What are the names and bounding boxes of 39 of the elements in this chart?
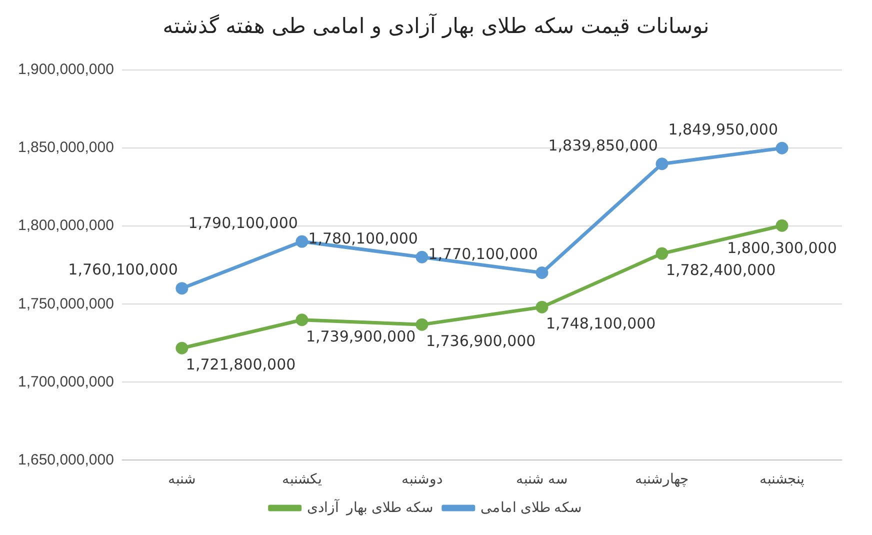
data-label: 1,736,900,000 — [426, 332, 536, 350]
data-label: 1,849,950,000 — [668, 120, 778, 139]
data-label: 1,760,100,000 — [68, 260, 178, 279]
point — [296, 314, 308, 326]
data-label: 1,721,800,000 — [186, 356, 296, 374]
x-tick-label: یکشنبه — [282, 470, 322, 486]
point — [176, 342, 188, 354]
legend-label: سکه طلای امامی — [480, 498, 582, 515]
y-tick-label: 1,850,000,000 — [18, 139, 114, 156]
y-tick-label: 1,700,000,000 — [18, 373, 114, 390]
point — [656, 158, 668, 170]
point — [296, 235, 308, 248]
point — [176, 282, 188, 295]
data-label: 1,748,100,000 — [546, 314, 656, 332]
point — [416, 250, 428, 264]
data-label: 1,800,300,000 — [727, 239, 837, 257]
x-tick-label: چهارشنبه — [634, 470, 689, 488]
point — [536, 300, 548, 314]
y-tick-label: 1,800,000,000 — [18, 217, 114, 234]
x-tick-label: شنبه — [168, 470, 196, 486]
x-tick-label: دوشنبه — [401, 470, 442, 488]
point — [776, 219, 788, 232]
data-label: 1,782,400,000 — [666, 260, 776, 279]
data-label: 1,739,900,000 — [306, 327, 416, 346]
data-label: 1,770,100,000 — [428, 245, 538, 264]
y-tick-label: 1,650,000,000 — [18, 451, 114, 468]
point — [656, 247, 668, 260]
y-tick-label: 1,750,000,000 — [18, 295, 114, 312]
point — [536, 266, 548, 279]
data-label: 1,780,100,000 — [308, 230, 418, 248]
chart-title: نوسانات قیمت سکه طلای بهار آزادی و امامی طی هفته گذشته — [162, 14, 710, 38]
x-tick-label: سه شنبه — [516, 470, 568, 486]
data-label: 1,790,100,000 — [188, 214, 298, 232]
point — [416, 318, 428, 331]
data-label: 1,839,850,000 — [548, 136, 658, 154]
x-tick-label: پنجشنبه — [759, 470, 804, 488]
y-tick-label: 1,900,000,000 — [18, 61, 114, 78]
point — [776, 142, 788, 154]
legend-label: سکه طلای بهار آزادی — [306, 498, 434, 516]
